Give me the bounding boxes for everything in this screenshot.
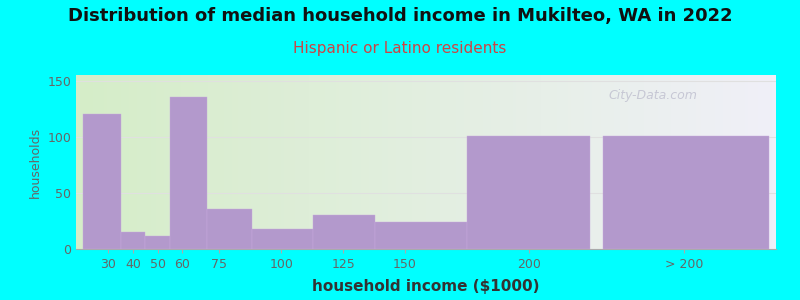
Bar	[170, 98, 207, 249]
Bar	[121, 232, 146, 249]
Text: City-Data.com: City-Data.com	[608, 89, 697, 102]
Text: Hispanic or Latino residents: Hispanic or Latino residents	[294, 40, 506, 56]
Bar	[603, 136, 769, 249]
Bar	[467, 136, 590, 249]
X-axis label: household income ($1000): household income ($1000)	[312, 279, 540, 294]
Text: Distribution of median household income in Mukilteo, WA in 2022: Distribution of median household income …	[68, 8, 732, 26]
Bar	[314, 215, 375, 249]
Bar	[207, 208, 252, 249]
Bar	[375, 222, 467, 249]
Bar	[252, 229, 314, 249]
Y-axis label: households: households	[29, 126, 42, 198]
Bar	[146, 236, 170, 249]
Bar	[83, 114, 121, 249]
